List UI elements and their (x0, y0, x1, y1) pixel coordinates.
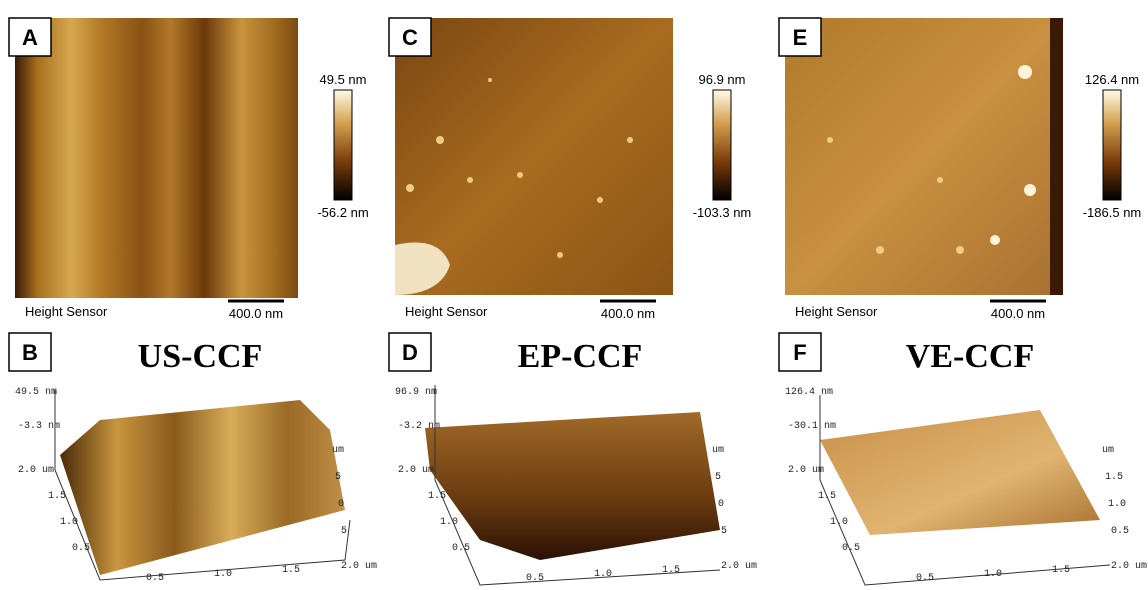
x-tick-label: 1.5 (1052, 565, 1070, 576)
z-max: 49.5 nm (15, 387, 57, 398)
x-tick-label: 0.5 (526, 573, 544, 584)
z-mid: -30.1 nm (788, 421, 836, 432)
z-mid: -3.3 nm (18, 421, 60, 432)
y-tick-label: 2.0 um (788, 465, 824, 476)
panel-title: VE-CCF (906, 338, 1034, 375)
x-tick-label: 2.0 um (341, 561, 377, 572)
surface-3d (60, 400, 345, 575)
x-tick-label: 1.0 (214, 569, 232, 580)
panel-label: D (402, 340, 418, 365)
x-tick-label: 1.0 (984, 569, 1002, 580)
legend-max: 49.5 nm (320, 72, 367, 87)
side-tick-label: 0.5 (1111, 526, 1129, 537)
surface-3d (425, 412, 720, 560)
y-tick-label: 1.5 (818, 491, 836, 502)
legend-min: -186.5 nm (1083, 205, 1142, 220)
x-tick-label: 0.5 (146, 573, 164, 584)
panel-label: F (793, 340, 806, 365)
color-bar (334, 90, 352, 200)
y-tick-label: 1.0 (440, 517, 458, 528)
y-tick-label: 0.5 (72, 543, 90, 554)
sensor-label: Height Sensor (795, 304, 878, 319)
side-tick-label: 0 (718, 499, 724, 510)
side-tick-label: 5 (341, 526, 347, 537)
x-tick-label: 0.5 (916, 573, 934, 584)
z-max: 126.4 nm (785, 387, 833, 398)
color-bar (1103, 90, 1121, 200)
side-tick-label: um (712, 445, 724, 456)
x-tick-label: 1.5 (662, 565, 680, 576)
side-tick-label: 0 (338, 499, 344, 510)
afm-image (785, 18, 1063, 295)
legend-max: 126.4 nm (1085, 72, 1139, 87)
afm-feature (1050, 18, 1063, 295)
panel-label: C (402, 25, 418, 50)
sensor-label: Height Sensor (25, 304, 108, 319)
x-tick-label: 2.0 um (721, 561, 757, 572)
side-tick-label: 1.0 (1108, 499, 1126, 510)
side-tick-label: 5 (721, 526, 727, 537)
x-tick-label: 2.0 um (1111, 561, 1147, 572)
side-tick-label: um (1102, 445, 1114, 456)
y-tick-label: 2.0 um (18, 465, 54, 476)
side-tick-label: 5 (335, 472, 341, 483)
surface-3d (820, 410, 1100, 535)
scale-label: 400.0 nm (601, 306, 655, 321)
side-tick-label: 1.5 (1105, 472, 1123, 483)
x-tick-label: 1.0 (594, 569, 612, 580)
y-tick-label: 1.0 (830, 517, 848, 528)
scale-label: 400.0 nm (991, 306, 1045, 321)
panel-label: A (22, 25, 38, 50)
legend-min: -56.2 nm (317, 205, 368, 220)
panel-label: B (22, 340, 38, 365)
legend-max: 96.9 nm (699, 72, 746, 87)
x-tick-label: 1.5 (282, 565, 300, 576)
panel-title: US-CCF (138, 338, 263, 375)
y-tick-label: 2.0 um (398, 465, 434, 476)
figure: A 49.5 nm -56.2 nm Height Sensor 400.0 nm C 96… (0, 0, 1148, 590)
side-tick-label: 5 (715, 472, 721, 483)
z-max: 96.9 nm (395, 387, 437, 398)
color-bar (713, 90, 731, 200)
z-mid: -3.2 nm (398, 421, 440, 432)
sensor-label: Height Sensor (405, 304, 488, 319)
y-tick-label: 0.5 (842, 543, 860, 554)
y-tick-label: 1.5 (428, 491, 446, 502)
y-tick-label: 0.5 (452, 543, 470, 554)
y-tick-label: 1.0 (60, 517, 78, 528)
panel-title: EP-CCF (518, 338, 643, 375)
afm-image (15, 18, 298, 298)
y-tick-label: 1.5 (48, 491, 66, 502)
scale-label: 400.0 nm (229, 306, 283, 321)
side-tick-label: um (332, 445, 344, 456)
panel-label: E (793, 25, 808, 50)
legend-min: -103.3 nm (693, 205, 752, 220)
